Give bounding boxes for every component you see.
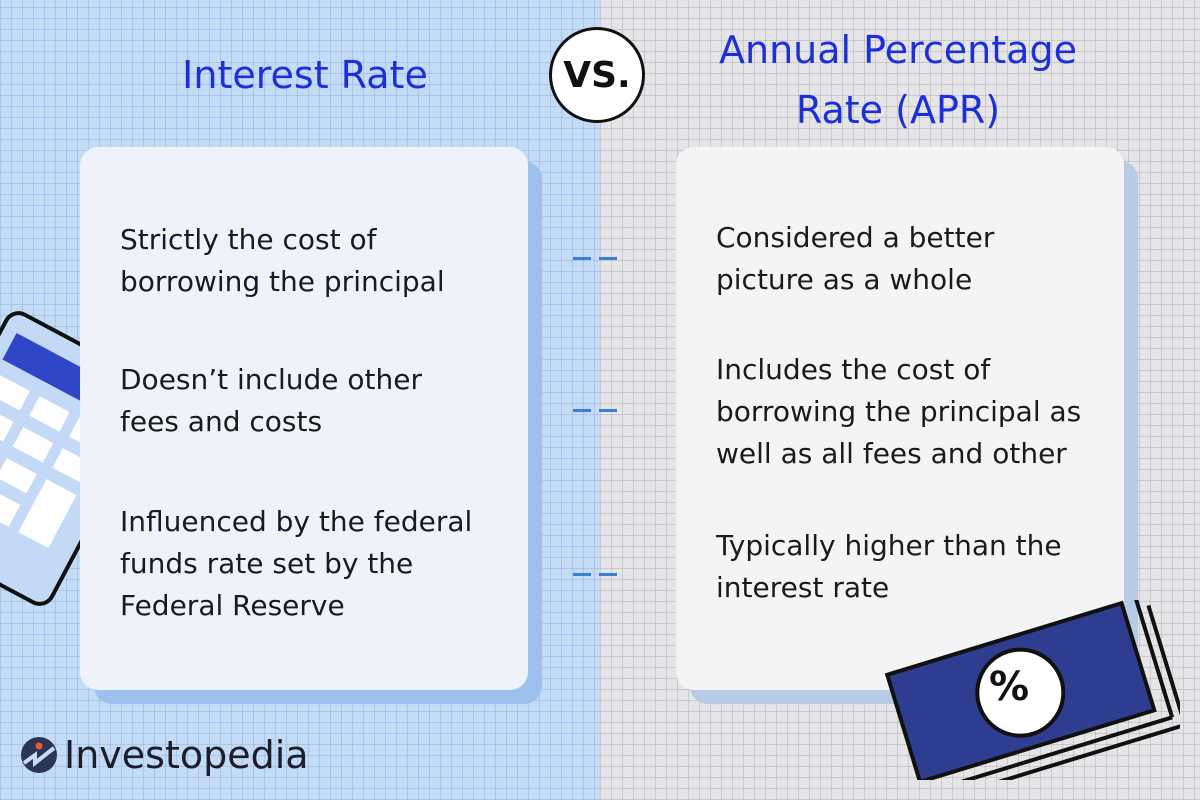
- investopedia-logo: Investopedia: [20, 733, 309, 777]
- interest-point-3: Influenced by the federal funds rate set…: [120, 505, 473, 622]
- apr-point-1: Considered a better picture as a whole: [716, 221, 995, 296]
- connector-dash-1: [573, 257, 617, 260]
- vs-badge: VS.: [549, 27, 645, 123]
- apr-title-line2: Rate (APR): [795, 88, 1001, 132]
- connector-dash-3: [573, 573, 617, 576]
- interest-point-2: Doesn’t include other fees and costs: [120, 363, 422, 438]
- brand-name: Investopedia: [64, 733, 309, 777]
- apr-title-line1: Annual Percentage: [719, 28, 1077, 72]
- interest-rate-card: Strictly the cost of borrowing the princ…: [80, 147, 528, 690]
- percent-symbol: %: [989, 664, 1029, 710]
- connector-dash-2: [573, 409, 617, 412]
- apr-card: Considered a better picture as a whole I…: [676, 147, 1124, 690]
- apr-point-2: Includes the cost of borrowing the princ…: [716, 353, 1082, 470]
- interest-rate-title: Interest Rate: [182, 53, 428, 97]
- apr-point-3: Typically higher than the interest rate: [716, 529, 1062, 604]
- interest-point-1: Strictly the cost of borrowing the princ…: [120, 223, 445, 298]
- investopedia-logo-icon: [21, 737, 57, 773]
- percent-bill-icon: %: [884, 600, 1180, 780]
